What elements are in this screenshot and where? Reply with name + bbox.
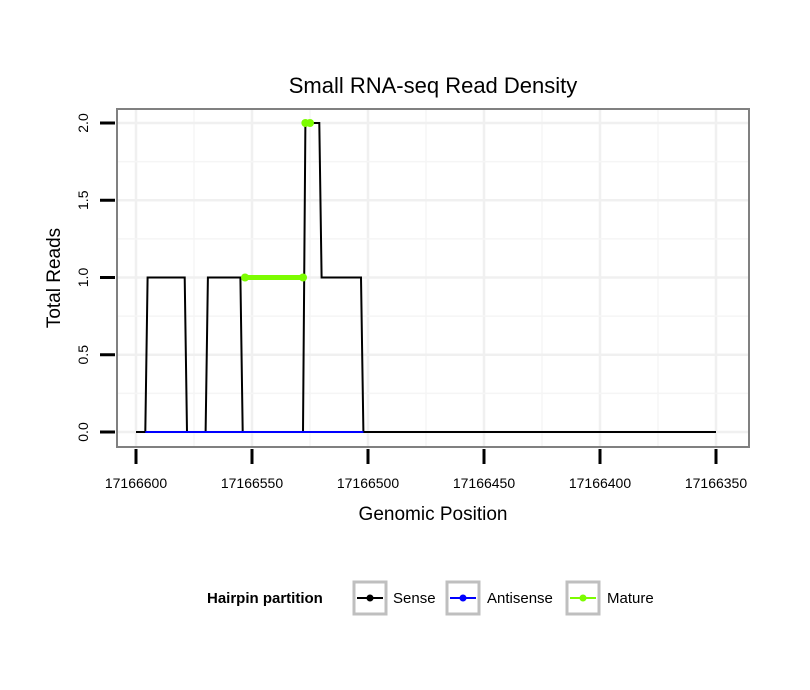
x-axis: 17166600 17166550 17166500 17166450 17166400…: [105, 449, 748, 491]
legend-marker-sense: [366, 594, 374, 602]
legend-title: Hairpin partition: [207, 590, 323, 607]
series-layer: [136, 119, 716, 433]
y-tick-label: 0.5: [75, 345, 91, 365]
legend-label-mature: Mature: [607, 590, 654, 607]
legend-marker-antisense: [459, 594, 467, 602]
y-tick-label: 0.0: [75, 422, 91, 442]
series-sense-line: [136, 122, 716, 433]
y-axis-title: Total Reads: [44, 228, 65, 328]
x-tick-label: 17166350: [685, 475, 748, 491]
legend-marker-mature: [579, 594, 587, 602]
legend-label-antisense: Antisense: [487, 590, 553, 607]
series-mature-point: [306, 119, 314, 127]
legend-item-mature: Mature: [565, 580, 654, 616]
x-tick-label: 17166450: [453, 475, 516, 491]
grid-lines: [117, 109, 749, 447]
legend-item-sense: Sense: [352, 580, 436, 616]
legend-label-sense: Sense: [393, 590, 436, 607]
x-tick-label: 17166550: [221, 475, 284, 491]
legend-item-antisense: Antisense: [445, 580, 553, 616]
x-axis-title: Genomic Position: [359, 504, 508, 525]
legend: Hairpin partition Sense Antisense Mature: [207, 580, 654, 616]
x-tick-label: 17166500: [337, 475, 400, 491]
series-mature-point: [299, 273, 308, 282]
chart-title: Small RNA-seq Read Density: [289, 73, 578, 98]
series-mature-point: [241, 273, 250, 282]
x-tick-label: 17166400: [569, 475, 632, 491]
y-tick-label: 2.0: [75, 113, 91, 133]
y-tick-label: 1.5: [75, 190, 91, 210]
y-tick-label: 1.0: [75, 268, 91, 288]
x-tick-label: 17166600: [105, 475, 168, 491]
y-axis: 0.0 0.5 1.0 1.5 2.0: [75, 113, 115, 442]
plot-border: [116, 108, 750, 448]
